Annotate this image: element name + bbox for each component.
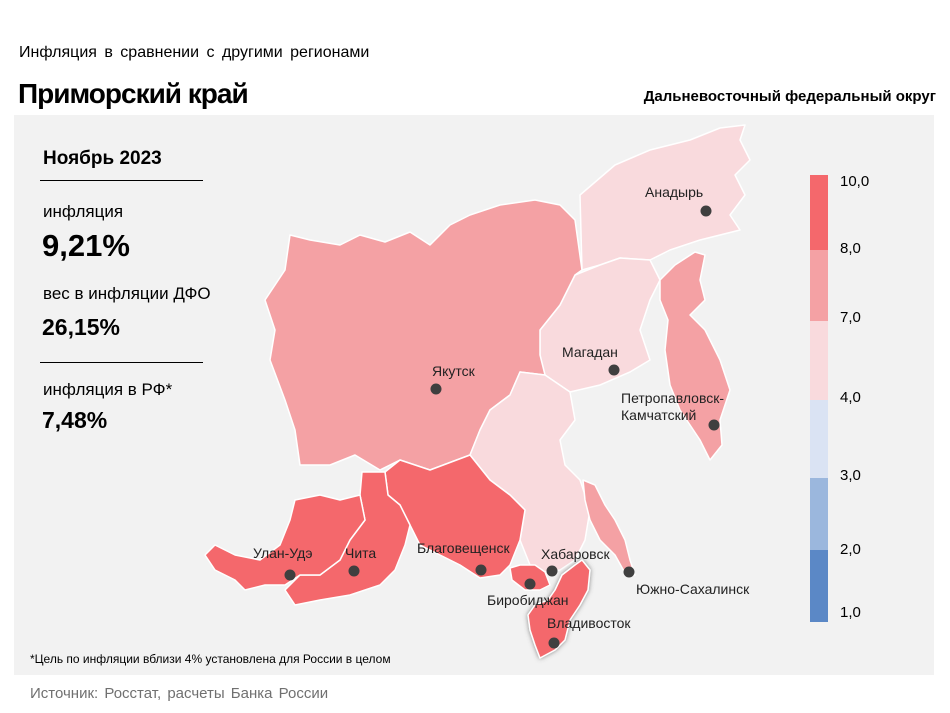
divider — [40, 362, 203, 363]
region-sakhalin[interactable] — [582, 479, 636, 576]
city-label-ulan-ude: Улан-Удэ — [253, 545, 313, 561]
region-kamchatka[interactable] — [659, 251, 731, 461]
city-dot-petropavlovsk[interactable] — [708, 419, 720, 431]
source-note: Источник: Росстат, расчеты Банка России — [30, 685, 329, 702]
city-dot-blagoveshchensk[interactable] — [475, 564, 487, 576]
weight-value: 26,15% — [42, 314, 121, 340]
inflation-label: инфляция — [43, 202, 124, 221]
city-dot-yakutsk[interactable] — [430, 383, 442, 395]
legend-segment — [810, 478, 828, 550]
page-title: Приморский край — [18, 78, 249, 109]
region-eao[interactable] — [509, 564, 551, 591]
city-label-petropavlovsk: Петропавловск- Камчатский — [621, 390, 724, 424]
city-label-chita: Чита — [345, 545, 377, 561]
label-line: Камчатский — [621, 407, 697, 423]
city-label-yuzhno-sakhalinsk: Южно-Сахалинск — [636, 581, 750, 597]
city-dot-ulan-ude[interactable] — [284, 569, 296, 581]
legend-tick: 8,0 — [840, 240, 861, 257]
legend-segment — [810, 175, 828, 250]
legend-tick: 10,0 — [840, 173, 870, 190]
city-markers — [284, 205, 720, 649]
city-dot-vladivostok[interactable] — [548, 637, 560, 649]
region-primorye[interactable] — [527, 559, 591, 659]
legend-segment — [810, 321, 828, 400]
weight-label: вес в инфляции ДФО — [43, 284, 211, 303]
city-label-khabarovsk: Хабаровск — [541, 546, 610, 562]
subtitle: Инфляция в сравнении с другими регионами — [19, 44, 370, 61]
legend-tick: 7,0 — [840, 309, 861, 326]
city-dot-yuzhno-sakhalinsk[interactable] — [623, 566, 635, 578]
legend-segment — [810, 250, 828, 321]
city-label-yakutsk: Якутск — [432, 363, 475, 379]
city-label-anadyr: Анадырь — [645, 184, 704, 200]
region-buryatia[interactable] — [204, 494, 366, 591]
divider — [40, 180, 203, 181]
city-dot-birobidzhan[interactable] — [524, 578, 536, 590]
legend-tick: 2,0 — [840, 541, 861, 558]
city-label-blagoveshchensk: Благовещенск — [417, 540, 510, 556]
district-label: Дальневосточный федеральный округ — [643, 88, 936, 105]
city-dot-khabarovsk[interactable] — [546, 565, 558, 577]
rf-inflation-label: инфляция в РФ* — [43, 380, 173, 399]
legend-segment — [810, 400, 828, 478]
inflation-value: 9,21% — [42, 228, 130, 263]
legend-tick: 4,0 — [840, 389, 861, 406]
footnote: *Цель по инфляции вблизи 4% установлена … — [30, 652, 391, 666]
city-dot-magadan[interactable] — [608, 364, 620, 376]
rf-inflation-value: 7,48% — [42, 407, 108, 433]
legend-segment — [810, 550, 828, 622]
city-label-magadan: Магадан — [562, 344, 618, 360]
city-dot-anadyr[interactable] — [700, 205, 712, 217]
city-label-birobidzhan: Биробиджан — [487, 592, 569, 608]
city-dot-chita[interactable] — [348, 565, 360, 577]
city-label-vladivostok: Владивосток — [547, 615, 631, 631]
legend-tick: 1,0 — [840, 604, 861, 621]
label-line: Петропавловск- — [621, 390, 725, 406]
period-label: Ноябрь 2023 — [43, 148, 162, 169]
legend-tick: 3,0 — [840, 467, 861, 484]
